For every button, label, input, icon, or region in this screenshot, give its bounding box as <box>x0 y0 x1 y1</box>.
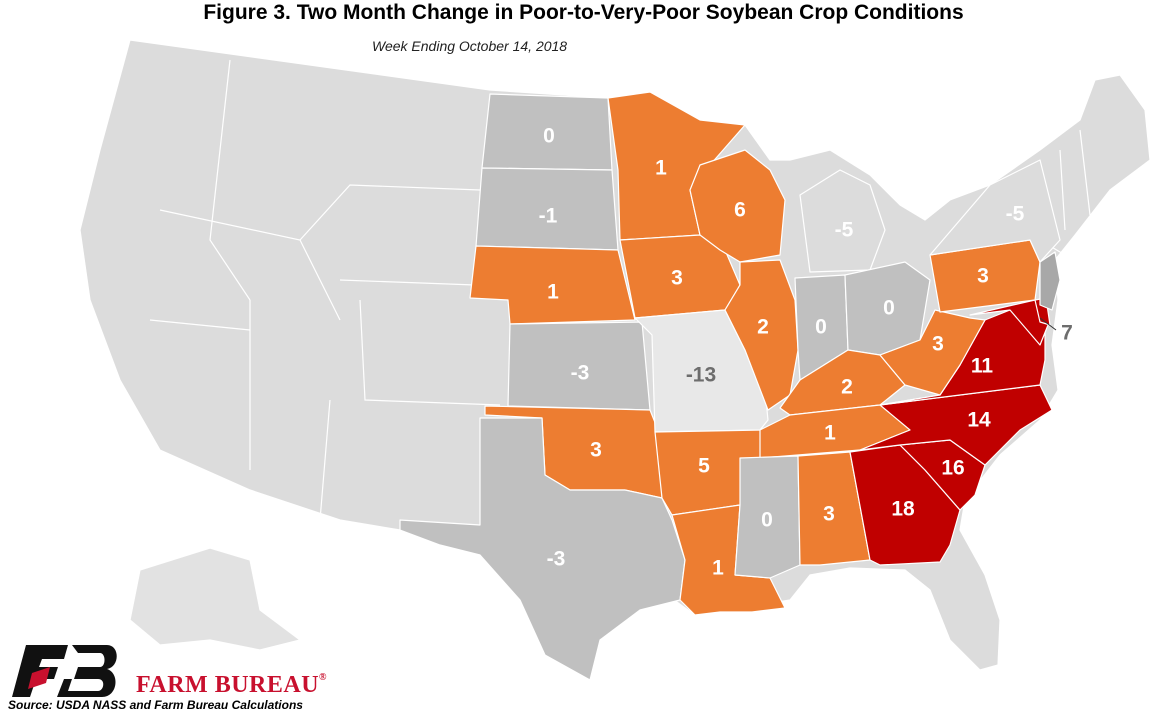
state-tx <box>399 417 686 681</box>
label-sc: 16 <box>941 457 964 480</box>
farm-bureau-fb-logo-icon <box>12 645 117 697</box>
source-note: Source: USDA NASS and Farm Bureau Calcul… <box>8 698 303 712</box>
label-wv: 3 <box>932 333 944 356</box>
label-ia: 3 <box>671 267 683 290</box>
label-tx: -3 <box>547 548 566 571</box>
label-ne: 1 <box>547 281 559 304</box>
label-ms: 0 <box>761 509 773 532</box>
label-oh: 0 <box>883 297 895 320</box>
label-mi: -5 <box>835 219 854 242</box>
label-ga: 18 <box>891 498 915 521</box>
label-pa: 3 <box>977 265 989 288</box>
label-ok: 3 <box>590 439 602 462</box>
label-tn: 1 <box>824 422 836 445</box>
label-ar: 5 <box>698 455 710 478</box>
label-va: 11 <box>971 355 994 378</box>
label-de: 7 <box>1061 322 1073 345</box>
chart-subtitle: Week Ending October 14, 2018 <box>372 38 568 54</box>
delaware-leader <box>1039 317 1057 331</box>
brand-registered-mark: ® <box>319 672 328 683</box>
state-wi <box>689 149 786 263</box>
state-wv <box>879 309 986 396</box>
label-wi: 6 <box>734 199 746 222</box>
label-il: 2 <box>757 316 769 339</box>
state-il <box>724 259 799 411</box>
label-nc: 14 <box>967 409 991 432</box>
label-sd: -1 <box>539 205 558 228</box>
label-ks: -3 <box>571 362 590 385</box>
state-al <box>797 451 871 566</box>
label-al: 3 <box>823 503 835 526</box>
state-nc <box>859 384 1053 466</box>
label-mo: -13 <box>686 364 716 387</box>
state-mi <box>799 169 886 273</box>
farm-bureau-logo <box>12 643 122 704</box>
label-mn: 1 <box>655 157 667 180</box>
state-md <box>969 299 1049 346</box>
brand-name-text: FARM BUREAU <box>136 672 320 698</box>
label-nd: 0 <box>543 125 555 148</box>
alaska-outline <box>129 547 301 651</box>
chart-title: Figure 3. Two Month Change in Poor-to-Ve… <box>203 1 964 24</box>
label-ky: 2 <box>841 376 853 399</box>
state-ny <box>929 159 1061 263</box>
label-la: 1 <box>712 557 724 580</box>
state-nj <box>1039 251 1061 311</box>
label-ny: -5 <box>1006 203 1025 226</box>
label-in: 0 <box>815 316 827 339</box>
brand-name: FARM BUREAU® <box>136 672 327 699</box>
